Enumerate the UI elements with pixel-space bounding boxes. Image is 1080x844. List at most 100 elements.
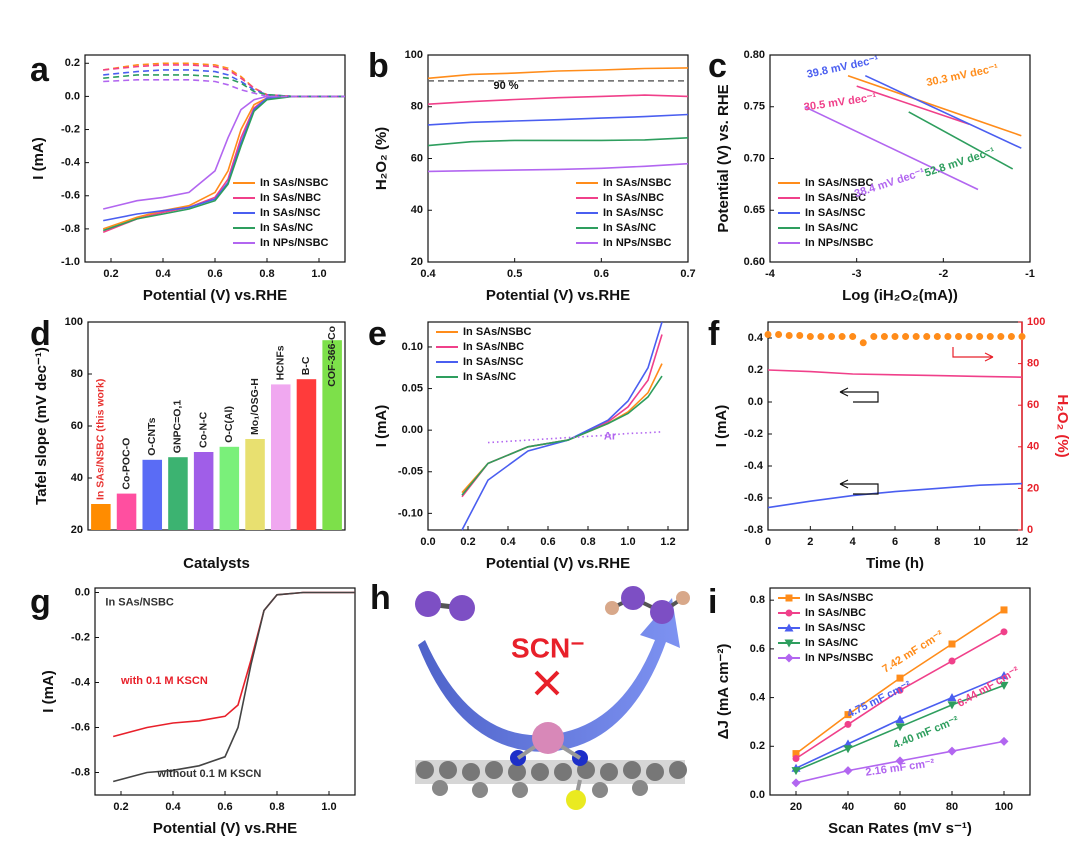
series-line bbox=[112, 591, 355, 783]
y-tick-label: -0.6 bbox=[71, 721, 90, 733]
atom bbox=[650, 600, 674, 624]
y-tick-label: 0.2 bbox=[65, 57, 80, 69]
x-tick-label: 0.8 bbox=[580, 536, 595, 548]
x-tick-label: 0.6 bbox=[594, 268, 609, 280]
legend-label: In SAs/NSBC bbox=[260, 177, 329, 189]
graphene-sheet bbox=[415, 722, 687, 810]
chart-panel: c -4 -3 -2 -1 0.60 0.65 0.70 0.75 0.80 Log (iH₂O₂(… bbox=[708, 47, 1035, 304]
legend-label: In SAs/NBC bbox=[805, 607, 866, 619]
series-line bbox=[767, 482, 1023, 509]
category-label: HCNFs bbox=[275, 345, 287, 380]
x-tick-label: 20 bbox=[790, 801, 802, 813]
panel-letter: e bbox=[368, 315, 387, 353]
y-tick-label: 40 bbox=[411, 204, 423, 216]
y2-tick-label: 20 bbox=[1027, 482, 1039, 494]
legend-label: In SAs/NSBC bbox=[805, 177, 874, 189]
legend-label: In NPs/NSBC bbox=[805, 652, 874, 664]
data-point bbox=[1018, 333, 1026, 341]
panel-letter: d bbox=[30, 315, 51, 353]
category-label: In SAs/NSBC (this work) bbox=[95, 379, 107, 500]
y-tick-label: 0.0 bbox=[65, 90, 80, 102]
bar bbox=[193, 452, 214, 530]
chart-panel: d 20 40 60 80 100 Catalysts Tafel slope (mV dec… bbox=[30, 315, 346, 572]
series-line bbox=[427, 113, 689, 126]
data-point bbox=[859, 339, 867, 347]
x-tick-label: 8 bbox=[934, 536, 940, 548]
data-point bbox=[947, 746, 957, 756]
x-axis-title: Catalysts bbox=[183, 555, 250, 572]
annotation: 30.5 mV dec⁻¹ bbox=[803, 91, 877, 113]
legend-marker bbox=[785, 609, 793, 617]
legend-label: In SAs/NSBC bbox=[463, 326, 532, 338]
data-point bbox=[1000, 628, 1008, 636]
data-point bbox=[912, 333, 920, 341]
data-point bbox=[843, 745, 853, 754]
legend-label: In SAs/NBC bbox=[805, 192, 866, 204]
y-axis-title: H₂O₂ (%) bbox=[373, 127, 390, 190]
y-tick-label: -0.10 bbox=[398, 507, 423, 519]
plot-frame bbox=[767, 321, 1023, 531]
legend-label: In SAs/NSBC bbox=[805, 592, 874, 604]
annotation: Ar bbox=[604, 430, 617, 442]
x-tick-label: 10 bbox=[974, 536, 986, 548]
legend-label: In SAs/NSC bbox=[603, 207, 664, 219]
data-point bbox=[986, 333, 994, 341]
atom bbox=[621, 586, 645, 610]
y-tick-label: 20 bbox=[71, 524, 83, 536]
y2-tick-label: 60 bbox=[1027, 399, 1039, 411]
data-point bbox=[955, 333, 962, 341]
x-tick-label: 40 bbox=[842, 801, 854, 813]
x-tick-label: 0.6 bbox=[207, 268, 222, 280]
legend-label: In SAs/NC bbox=[603, 222, 656, 234]
data-point bbox=[891, 333, 899, 341]
x-tick-label: 0.4 bbox=[420, 268, 436, 280]
data-point bbox=[976, 333, 984, 341]
data-point bbox=[870, 333, 878, 341]
bar bbox=[296, 379, 317, 530]
y2-tick-label: 0 bbox=[1027, 524, 1033, 536]
data-point bbox=[838, 333, 846, 341]
x-tick-label: 1.0 bbox=[311, 268, 326, 280]
x-tick-label: 4 bbox=[850, 536, 857, 548]
annotation: 90 % bbox=[493, 80, 518, 92]
legend-label: In NPs/NSBC bbox=[603, 237, 672, 249]
x-tick-label: 0.5 bbox=[507, 268, 522, 280]
series-line bbox=[427, 162, 689, 173]
y-tick-label: 0.80 bbox=[744, 49, 765, 61]
y-tick-label: 0.0 bbox=[748, 396, 763, 408]
data-point bbox=[792, 754, 800, 762]
data-point bbox=[775, 330, 783, 338]
annotation: 7.42 mF cm⁻² bbox=[880, 628, 945, 675]
data-point bbox=[844, 720, 852, 728]
y-tick-label: -0.8 bbox=[744, 524, 763, 536]
series-line bbox=[103, 74, 345, 98]
x-axis-title: Scan Rates (mV s⁻¹) bbox=[828, 820, 972, 837]
x-tick-label: 0.4 bbox=[155, 268, 171, 280]
series-line bbox=[461, 375, 663, 496]
panel-letter: b bbox=[368, 47, 389, 85]
x-tick-label: 1.0 bbox=[620, 536, 635, 548]
plot-frame bbox=[94, 587, 356, 796]
data-point bbox=[844, 711, 852, 719]
legend-label: In SAs/NBC bbox=[260, 192, 321, 204]
x-axis-title: Log (iH₂O₂(mA)) bbox=[842, 287, 958, 304]
y-axis-title: I (mA) bbox=[30, 137, 47, 180]
y-axis-title: Potential (V) vs. RHE bbox=[715, 84, 732, 232]
legend-label: In SAs/NSC bbox=[463, 356, 524, 368]
y-tick-label: -0.4 bbox=[61, 157, 81, 169]
y-tick-label: 0.2 bbox=[748, 364, 763, 376]
data-point bbox=[999, 681, 1009, 690]
bar bbox=[245, 439, 265, 530]
legend-label: In SAs/NSBC bbox=[603, 177, 672, 189]
data-point bbox=[896, 674, 904, 682]
data-point bbox=[791, 767, 801, 776]
x-tick-label: 12 bbox=[1016, 536, 1028, 548]
data-point bbox=[895, 756, 905, 766]
atom bbox=[676, 591, 690, 605]
data-point bbox=[895, 723, 905, 732]
data-point bbox=[997, 333, 1005, 341]
bar bbox=[116, 493, 137, 530]
x-tick-label: 0.6 bbox=[217, 801, 232, 813]
data-point bbox=[933, 333, 941, 341]
data-point bbox=[1007, 333, 1015, 341]
